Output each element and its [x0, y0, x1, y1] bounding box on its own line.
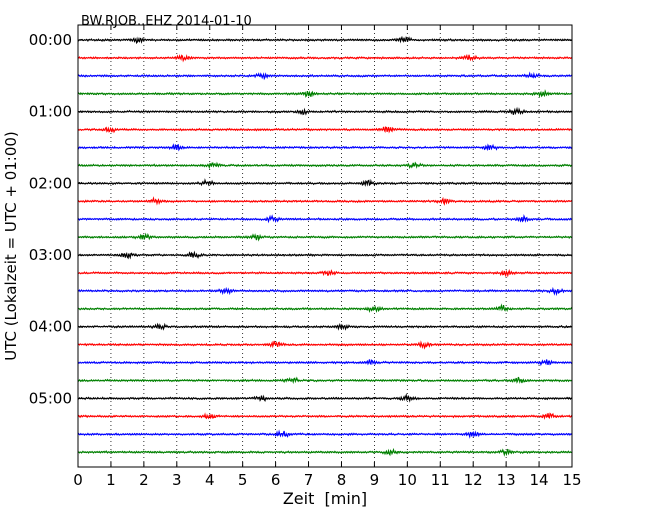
grid-lines [110, 25, 540, 467]
trace-line [77, 269, 573, 278]
trace-line [77, 126, 573, 134]
x-tick-label: 9 [370, 471, 380, 489]
y-tick-label: 00:00 [29, 31, 72, 49]
x-tick-label: 7 [304, 471, 314, 489]
trace-line [77, 35, 573, 45]
trace-line [77, 232, 573, 242]
trace-line [77, 412, 573, 420]
trace-line [77, 303, 573, 314]
x-axis-label: Zeit [min] [283, 489, 367, 508]
x-tick-label: 4 [205, 471, 215, 489]
x-tick-label: 14 [530, 471, 549, 489]
plot-frame [77, 24, 573, 468]
x-tick-label: 0 [73, 471, 83, 489]
y-tick-label: 03:00 [29, 246, 72, 264]
y-tick-label: 04:00 [29, 318, 72, 336]
trace-line [77, 376, 573, 385]
trace-line [77, 340, 573, 350]
chart-title: BW.RJOB..EHZ 2014-01-10 [81, 14, 252, 29]
y-tick-label: 01:00 [29, 103, 72, 121]
trace-line [77, 447, 573, 457]
x-tick-label: 15 [562, 471, 581, 489]
x-tick-label: 12 [464, 471, 483, 489]
trace-line [77, 392, 573, 403]
trace-line [77, 71, 573, 81]
trace-line [77, 89, 573, 98]
trace-line [77, 322, 573, 331]
seismogram-traces [77, 35, 573, 457]
x-tick-label: 5 [238, 471, 248, 489]
trace-line [77, 161, 573, 170]
x-tick-label: 13 [497, 471, 516, 489]
trace-line [77, 429, 573, 439]
trace-line [77, 196, 573, 206]
x-tick-label: 10 [398, 471, 417, 489]
y-axis-ticks: 00:00 01:00 02:00 03:00 04:00 05:00 [29, 31, 572, 407]
y-tick-label: 02:00 [29, 174, 72, 192]
trace-line [77, 53, 573, 63]
trace-line [77, 213, 573, 224]
x-tick-label: 1 [106, 471, 116, 489]
trace-line [77, 286, 573, 297]
x-tick-label: 2 [139, 471, 149, 489]
y-axis-label: UTC (Lokalzeit = UTC + 01:00) [2, 131, 20, 361]
trace-line [77, 178, 573, 187]
x-tick-label: 11 [431, 471, 450, 489]
y-tick-label: 05:00 [29, 389, 72, 407]
x-axis-ticks: 0 1 2 3 4 5 6 7 8 9 10 11 12 13 14 15 [73, 25, 582, 489]
trace-line [77, 143, 573, 152]
trace-line [77, 359, 573, 367]
x-tick-label: 6 [271, 471, 281, 489]
trace-line [77, 106, 573, 116]
x-tick-label: 8 [337, 471, 347, 489]
trace-line [77, 250, 573, 260]
x-tick-label: 3 [172, 471, 182, 489]
